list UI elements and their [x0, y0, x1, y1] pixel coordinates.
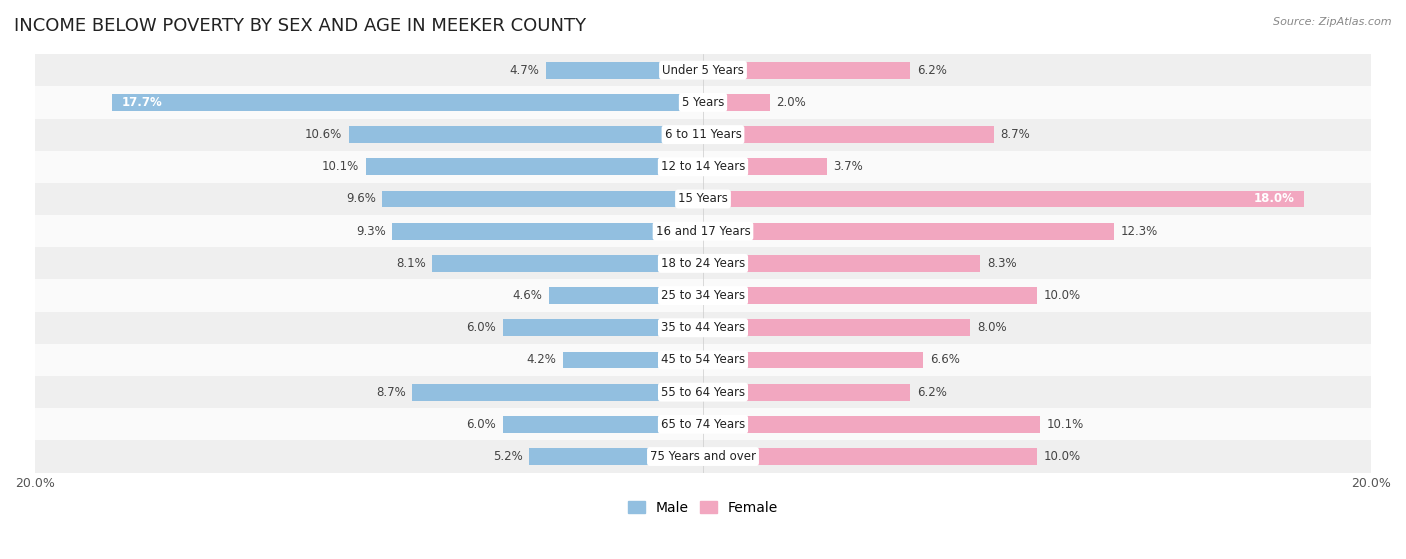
Text: 2.0%: 2.0% [776, 96, 806, 109]
Bar [35, 344, 1371, 376]
Text: 18 to 24 Years: 18 to 24 Years [661, 257, 745, 270]
Bar [35, 119, 1371, 151]
Bar [703, 255, 980, 272]
Bar [35, 312, 1371, 344]
Text: 6.0%: 6.0% [467, 418, 496, 431]
Bar [703, 352, 924, 368]
Text: 6.0%: 6.0% [467, 321, 496, 334]
Text: 8.3%: 8.3% [987, 257, 1017, 270]
Bar [562, 352, 703, 368]
Bar [433, 255, 703, 272]
Text: 9.6%: 9.6% [346, 192, 375, 206]
Text: 55 to 64 Years: 55 to 64 Years [661, 386, 745, 399]
Text: 15 Years: 15 Years [678, 192, 728, 206]
Text: 35 to 44 Years: 35 to 44 Years [661, 321, 745, 334]
Bar [382, 191, 703, 207]
Bar [703, 126, 994, 143]
Text: Source: ZipAtlas.com: Source: ZipAtlas.com [1274, 17, 1392, 27]
Bar [502, 416, 703, 433]
Bar [111, 94, 703, 111]
Text: 65 to 74 Years: 65 to 74 Years [661, 418, 745, 431]
Bar [35, 151, 1371, 183]
Bar [546, 62, 703, 79]
Text: 5 Years: 5 Years [682, 96, 724, 109]
Text: 6 to 11 Years: 6 to 11 Years [665, 128, 741, 141]
Bar [703, 94, 770, 111]
Legend: Male, Female: Male, Female [623, 495, 783, 520]
Bar [35, 408, 1371, 440]
Text: 12.3%: 12.3% [1121, 225, 1157, 238]
Text: 12 to 14 Years: 12 to 14 Years [661, 160, 745, 173]
Text: 45 to 54 Years: 45 to 54 Years [661, 353, 745, 367]
Text: 10.1%: 10.1% [1047, 418, 1084, 431]
Bar [35, 54, 1371, 86]
Bar [703, 191, 1305, 207]
Bar [392, 223, 703, 240]
Text: 8.7%: 8.7% [375, 386, 406, 399]
Bar [703, 223, 1114, 240]
Text: 4.6%: 4.6% [513, 289, 543, 302]
Bar [550, 287, 703, 304]
Bar [35, 440, 1371, 472]
Bar [703, 448, 1038, 465]
Bar [35, 86, 1371, 119]
Text: 25 to 34 Years: 25 to 34 Years [661, 289, 745, 302]
Text: 16 and 17 Years: 16 and 17 Years [655, 225, 751, 238]
Text: 6.6%: 6.6% [931, 353, 960, 367]
Bar [703, 384, 910, 400]
Text: 75 Years and over: 75 Years and over [650, 450, 756, 463]
Text: 10.0%: 10.0% [1043, 450, 1081, 463]
Bar [703, 158, 827, 175]
Bar [703, 319, 970, 336]
Bar [366, 158, 703, 175]
Bar [502, 319, 703, 336]
Bar [529, 448, 703, 465]
Text: 10.6%: 10.6% [305, 128, 342, 141]
Bar [35, 280, 1371, 312]
Text: 9.3%: 9.3% [356, 225, 385, 238]
Bar [412, 384, 703, 400]
Text: 8.7%: 8.7% [1000, 128, 1031, 141]
Text: 8.1%: 8.1% [396, 257, 426, 270]
Bar [35, 376, 1371, 408]
Bar [703, 287, 1038, 304]
Bar [35, 183, 1371, 215]
Bar [349, 126, 703, 143]
Bar [703, 62, 910, 79]
Text: 8.0%: 8.0% [977, 321, 1007, 334]
Bar [703, 416, 1040, 433]
Text: 4.2%: 4.2% [526, 353, 555, 367]
Text: 5.2%: 5.2% [494, 450, 523, 463]
Text: INCOME BELOW POVERTY BY SEX AND AGE IN MEEKER COUNTY: INCOME BELOW POVERTY BY SEX AND AGE IN M… [14, 17, 586, 35]
Text: 6.2%: 6.2% [917, 64, 946, 77]
Bar [35, 247, 1371, 280]
Text: 10.0%: 10.0% [1043, 289, 1081, 302]
Text: 18.0%: 18.0% [1253, 192, 1295, 206]
Text: Under 5 Years: Under 5 Years [662, 64, 744, 77]
Bar [35, 215, 1371, 247]
Text: 10.1%: 10.1% [322, 160, 359, 173]
Text: 3.7%: 3.7% [834, 160, 863, 173]
Text: 17.7%: 17.7% [122, 96, 163, 109]
Text: 4.7%: 4.7% [509, 64, 540, 77]
Text: 6.2%: 6.2% [917, 386, 946, 399]
